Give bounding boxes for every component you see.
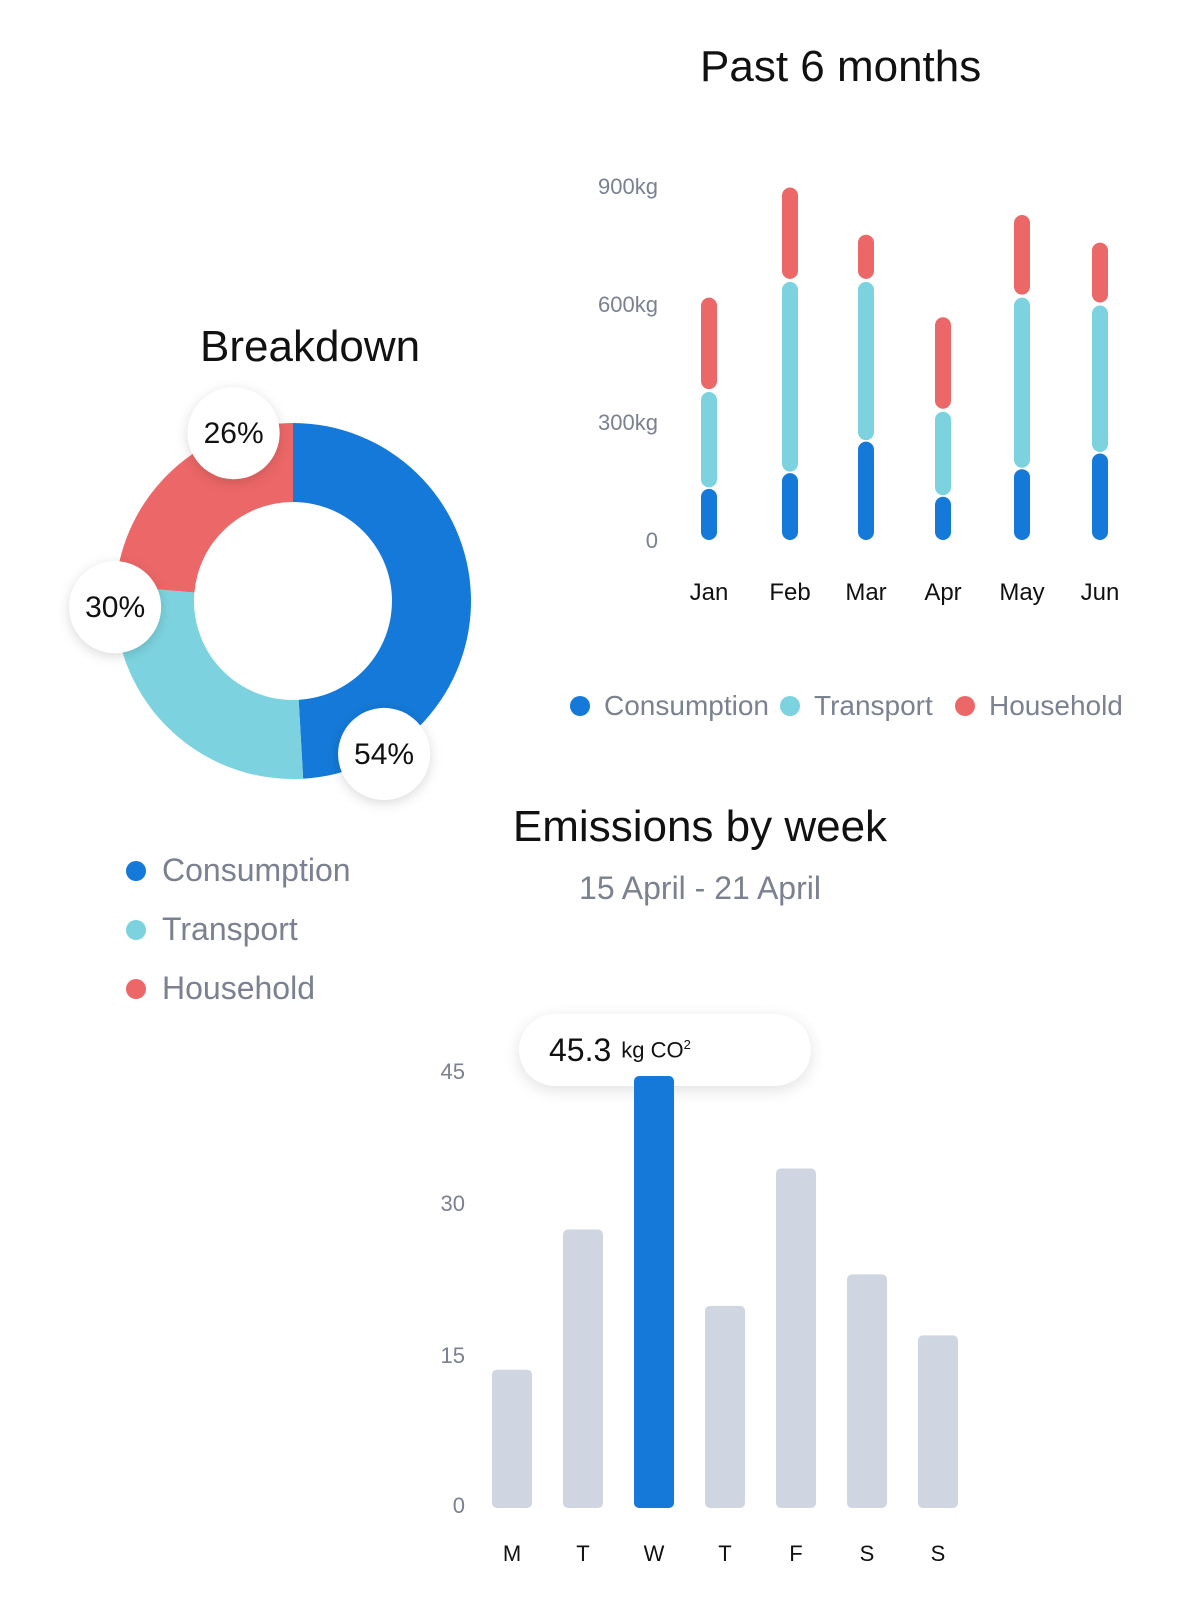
y-tick-label: 45 bbox=[441, 1059, 465, 1084]
bar-feb-transport bbox=[782, 281, 798, 472]
emissions-by-week-subtitle: 15 April - 21 April bbox=[579, 870, 821, 906]
breakdown-legend-household: Household bbox=[126, 970, 315, 1007]
bar-jun-household bbox=[1092, 242, 1108, 303]
donut-slice-consumption bbox=[293, 423, 471, 779]
donut-label-consumption: 54% bbox=[338, 707, 431, 800]
legend-label: Transport bbox=[814, 690, 933, 721]
x-tick-label: Jan bbox=[690, 579, 729, 606]
x-tick-label: M bbox=[503, 1541, 521, 1566]
bar-mar-consumption bbox=[858, 441, 874, 540]
x-tick-label: Feb bbox=[769, 579, 810, 606]
months-legend-transport: Transport bbox=[780, 690, 933, 722]
bar-may-transport bbox=[1014, 297, 1030, 468]
x-tick-label: Jun bbox=[1081, 579, 1120, 606]
x-tick-label: T bbox=[718, 1541, 731, 1566]
svg-text:30%: 30% bbox=[85, 591, 145, 624]
legend-dot-icon bbox=[780, 696, 800, 716]
week-bar-0[interactable] bbox=[492, 1369, 532, 1508]
breakdown-legend-consumption: Consumption bbox=[126, 852, 351, 889]
y-tick-label: 0 bbox=[453, 1493, 465, 1518]
bar-apr-transport bbox=[935, 411, 951, 496]
donut-label-transport: 30% bbox=[69, 561, 162, 654]
legend-label: Consumption bbox=[162, 852, 351, 888]
bar-jun-consumption bbox=[1092, 453, 1108, 540]
legend-dot-icon bbox=[955, 696, 975, 716]
breakdown-title: Breakdown bbox=[200, 322, 421, 371]
legend-label: Household bbox=[162, 970, 315, 1006]
tooltip-value: 45.3 bbox=[549, 1031, 612, 1068]
bar-may-household bbox=[1014, 215, 1030, 295]
x-tick-label: W bbox=[644, 1541, 665, 1566]
legend-dot-icon bbox=[126, 860, 146, 881]
legend-label: Consumption bbox=[604, 690, 769, 721]
svg-text:26%: 26% bbox=[204, 417, 264, 450]
past-6-months-title: Past 6 months bbox=[700, 42, 982, 91]
svg-text:54%: 54% bbox=[354, 738, 414, 771]
x-tick-label: Mar bbox=[845, 579, 886, 606]
x-tick-label: S bbox=[860, 1541, 875, 1566]
week-tooltip: 45.3 kg CO2 bbox=[519, 1014, 811, 1086]
legend-dot-icon bbox=[126, 919, 146, 940]
bar-feb-consumption bbox=[782, 473, 798, 540]
bar-jun-transport bbox=[1092, 305, 1108, 452]
week-bar-4[interactable] bbox=[776, 1168, 816, 1508]
months-legend-household: Household bbox=[955, 690, 1123, 722]
bar-apr-household bbox=[935, 317, 951, 409]
bar-apr-consumption bbox=[935, 496, 951, 540]
donut-slice-transport bbox=[115, 585, 304, 780]
donut-label-household: 26% bbox=[187, 387, 280, 480]
emissions-by-week-title: Emissions by week bbox=[512, 802, 888, 851]
y-tick-label: 0 bbox=[646, 528, 658, 553]
months-legend-consumption: Consumption bbox=[570, 690, 769, 722]
week-bar-2[interactable] bbox=[634, 1076, 674, 1508]
bar-mar-household bbox=[858, 234, 874, 279]
legend-dot-icon bbox=[570, 696, 590, 716]
y-tick-label: 600kg bbox=[598, 292, 658, 317]
week-bar-3[interactable] bbox=[705, 1305, 745, 1508]
week-bar-5[interactable] bbox=[847, 1274, 887, 1508]
x-tick-label: F bbox=[789, 1541, 802, 1566]
y-tick-label: 300kg bbox=[598, 410, 658, 435]
x-tick-label: T bbox=[576, 1541, 589, 1566]
bar-mar-transport bbox=[858, 281, 874, 441]
bar-feb-household bbox=[782, 187, 798, 279]
y-tick-label: 15 bbox=[441, 1343, 465, 1368]
legend-label: Household bbox=[989, 690, 1123, 721]
y-tick-label: 30 bbox=[441, 1191, 465, 1216]
x-tick-label: S bbox=[931, 1541, 946, 1566]
y-tick-label: 900kg bbox=[598, 174, 658, 199]
tooltip-unit: kg CO2 bbox=[621, 1036, 691, 1063]
bar-jan-transport bbox=[701, 392, 717, 488]
x-tick-label: May bbox=[999, 579, 1044, 606]
week-bar-1[interactable] bbox=[563, 1229, 603, 1508]
week-bar-6[interactable] bbox=[918, 1335, 958, 1508]
bar-jan-household bbox=[701, 297, 717, 390]
x-tick-label: Apr bbox=[924, 579, 961, 606]
bar-jan-consumption bbox=[701, 488, 717, 540]
legend-label: Transport bbox=[162, 911, 298, 947]
legend-dot-icon bbox=[126, 978, 146, 999]
breakdown-legend-transport: Transport bbox=[126, 911, 298, 948]
bar-may-consumption bbox=[1014, 469, 1030, 540]
